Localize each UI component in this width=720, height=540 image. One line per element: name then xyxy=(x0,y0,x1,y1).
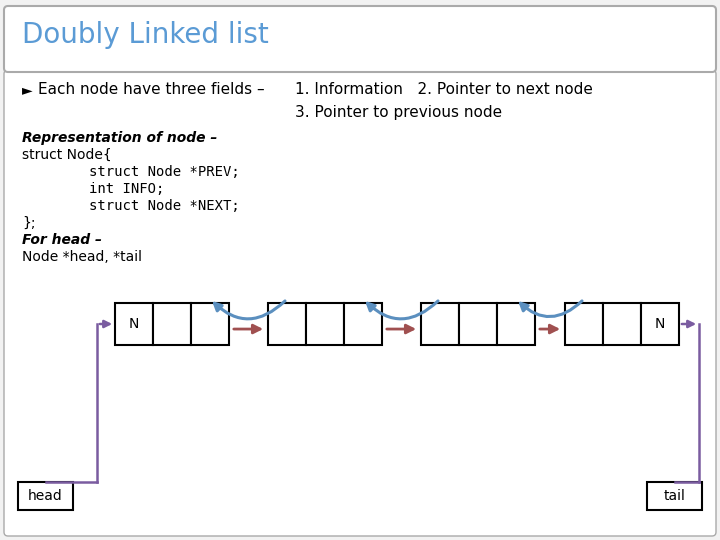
Text: N: N xyxy=(654,317,665,331)
Text: Representation of node –: Representation of node – xyxy=(22,131,217,145)
Bar xyxy=(641,303,679,345)
Bar xyxy=(647,482,702,510)
Bar xyxy=(18,482,73,510)
Bar xyxy=(268,303,306,345)
Text: head: head xyxy=(28,489,63,503)
Bar xyxy=(603,303,641,345)
Text: ►: ► xyxy=(22,83,32,97)
Text: 3. Pointer to previous node: 3. Pointer to previous node xyxy=(295,105,502,119)
Bar xyxy=(191,303,229,345)
FancyBboxPatch shape xyxy=(4,6,716,72)
Text: Node *head, *tail: Node *head, *tail xyxy=(22,250,142,264)
Text: };: }; xyxy=(22,216,35,230)
Text: struct Node *PREV;: struct Node *PREV; xyxy=(22,165,240,179)
Bar xyxy=(306,303,344,345)
Text: tail: tail xyxy=(664,489,685,503)
Text: Doubly Linked list: Doubly Linked list xyxy=(22,21,269,49)
Bar xyxy=(421,303,459,345)
Text: 1. Information   2. Pointer to next node: 1. Information 2. Pointer to next node xyxy=(295,83,593,98)
Text: struct Node{: struct Node{ xyxy=(22,148,112,162)
Text: int INFO;: int INFO; xyxy=(22,182,164,196)
Text: Each node have three fields –: Each node have three fields – xyxy=(38,83,265,98)
Text: For head –: For head – xyxy=(22,233,102,247)
Bar xyxy=(153,303,191,345)
Bar xyxy=(497,303,535,345)
FancyBboxPatch shape xyxy=(4,70,716,536)
Bar xyxy=(565,303,603,345)
Text: struct Node *NEXT;: struct Node *NEXT; xyxy=(22,199,240,213)
Bar xyxy=(115,303,153,345)
Bar xyxy=(344,303,382,345)
Bar xyxy=(459,303,497,345)
Text: N: N xyxy=(129,317,139,331)
